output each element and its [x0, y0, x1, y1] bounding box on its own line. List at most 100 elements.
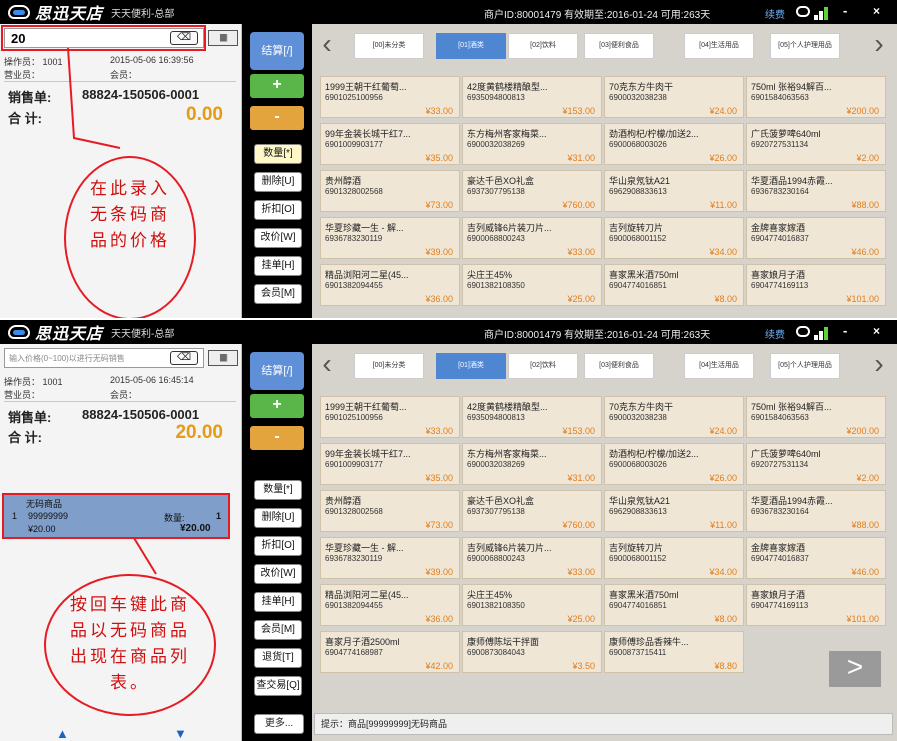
arrow-up-icon[interactable]: ▲ [56, 726, 69, 741]
delete-button[interactable]: 删除[U] [254, 508, 302, 528]
product-tile[interactable]: 750ml 张裕94解百... 6901584063563 ¥200.00 [746, 76, 886, 118]
product-tile[interactable]: 42度黄鹤楼精酿型... 6935094800813 ¥153.00 [462, 396, 602, 438]
order-panel: 20 ⌫ ||||||| 操作员： 1001 2015-05-06 16:39:… [0, 24, 242, 318]
product-tile[interactable]: 750ml 张裕94解百... 6901584063563 ¥200.00 [746, 396, 886, 438]
category-tab[interactable]: [04]生活用品 [684, 33, 754, 59]
product-tile[interactable]: 42度黄鹤楼精酿型... 6935094800813 ¥153.00 [462, 76, 602, 118]
product-tile[interactable]: 劲酒枸杞/柠檬/加送2... 6900068003026 ¥26.00 [604, 123, 744, 165]
product-price: ¥46.00 [851, 247, 879, 257]
settle-button[interactable]: 结算[/] [250, 352, 304, 390]
product-tile[interactable]: 尖庄王45% 6901382108350 ¥25.00 [462, 584, 602, 626]
cart-item-qty: 1 [216, 511, 222, 521]
discount-button[interactable]: 折扣[O] [254, 536, 302, 556]
product-tile[interactable]: 东方梅州客家梅菜... 6900032038269 ¥31.00 [462, 443, 602, 485]
product-tile[interactable]: 劲酒枸杞/柠檬/加送2... 6900068003026 ¥26.00 [604, 443, 744, 485]
product-tile[interactable]: 贵州醇酒 6901328002568 ¥73.00 [320, 490, 460, 532]
category-tab[interactable]: [02]饮料 [508, 353, 578, 379]
price-input[interactable]: 20 ⌫ [4, 28, 204, 48]
delete-button[interactable]: 删除[U] [254, 172, 302, 192]
product-tile[interactable]: 华夏珍藏一生 - 解... 6936783230119 ¥39.00 [320, 537, 460, 579]
product-tile[interactable]: 豪达千邑XO礼盒 6937307795138 ¥760.00 [462, 170, 602, 212]
product-tile[interactable]: 广氏菠萝啤640ml 6920727531134 ¥2.00 [746, 123, 886, 165]
change-price-button[interactable]: 改价[W] [254, 228, 302, 248]
chevron-right-icon[interactable]: › [874, 348, 884, 379]
category-tab[interactable]: [05]个人护理用品 [770, 33, 840, 59]
product-tile[interactable]: 贵州醇酒 6901328002568 ¥73.00 [320, 170, 460, 212]
product-tile[interactable]: 金牌喜家嫁酒 6904774016837 ¥46.00 [746, 217, 886, 259]
product-tile[interactable]: 喜家月子酒2500ml 6904774168987 ¥42.00 [320, 631, 460, 673]
product-tile[interactable]: 康师傅陈坛干拌面 6900873084043 ¥3.50 [462, 631, 602, 673]
product-tile[interactable]: 精品浏阳河二星(45... 6901382094455 ¥36.00 [320, 264, 460, 306]
member-button[interactable]: 会员[M] [254, 620, 302, 640]
minus-button[interactable]: - [250, 426, 304, 450]
product-tile[interactable]: 华夏酒品1994赤霞... 6936783230164 ¥88.00 [746, 170, 886, 212]
chevron-left-icon[interactable]: ‹ [322, 348, 332, 379]
quantity-button[interactable]: 数量[*] [254, 480, 302, 500]
product-tile[interactable]: 精品浏阳河二星(45... 6901382094455 ¥36.00 [320, 584, 460, 626]
product-tile[interactable]: 1999王朝干红葡萄... 6901025100956 ¥33.00 [320, 76, 460, 118]
product-tile[interactable]: 吉列威锋6片装刀片... 6900068800243 ¥33.00 [462, 217, 602, 259]
product-tile[interactable]: 喜家娘月子酒 6904774169113 ¥101.00 [746, 264, 886, 306]
product-tile[interactable]: 华山泉氖钛A21 6962908833613 ¥11.00 [604, 490, 744, 532]
product-tile[interactable]: 吉列旋转刀片 6900068001152 ¥34.00 [604, 537, 744, 579]
minimize-button[interactable]: - [843, 323, 848, 338]
product-tile[interactable]: 70克东方牛肉干 6900032038238 ¥24.00 [604, 396, 744, 438]
hold-order-button[interactable]: 挂单[H] [254, 592, 302, 612]
renew-link[interactable]: 续费 [765, 10, 785, 21]
product-price: ¥153.00 [562, 426, 595, 436]
quantity-button[interactable]: 数量[*] [254, 144, 302, 164]
product-tile[interactable]: 喜家黑米酒750ml 6904774016851 ¥8.00 [604, 584, 744, 626]
category-tab-active[interactable]: [01]酒类 [436, 353, 506, 379]
query-transaction-button[interactable]: 查交易[Q] [254, 676, 302, 696]
plus-button[interactable]: + [250, 74, 304, 98]
plus-button[interactable]: + [250, 394, 304, 418]
clear-icon[interactable]: ⌫ [170, 31, 198, 45]
more-button[interactable]: 更多... [254, 714, 304, 734]
category-tab[interactable]: [04]生活用品 [684, 353, 754, 379]
category-tab[interactable]: [05]个人护理用品 [770, 353, 840, 379]
product-tile[interactable]: 70克东方牛肉干 6900032038238 ¥24.00 [604, 76, 744, 118]
minus-button[interactable]: - [250, 106, 304, 130]
product-tile[interactable]: 金牌喜家嫁酒 6904774016837 ¥46.00 [746, 537, 886, 579]
arrow-down-icon[interactable]: ▼ [174, 726, 187, 741]
change-price-button[interactable]: 改价[W] [254, 564, 302, 584]
settle-button[interactable]: 结算[/] [250, 32, 304, 70]
product-tile[interactable]: 1999王朝干红葡萄... 6901025100956 ¥33.00 [320, 396, 460, 438]
close-button[interactable]: × [873, 4, 881, 18]
product-tile[interactable]: 康师傅珍品香辣牛... 6900873715411 ¥8.80 [604, 631, 744, 673]
close-button[interactable]: × [873, 324, 881, 338]
product-tile[interactable]: 吉列旋转刀片 6900068001152 ¥34.00 [604, 217, 744, 259]
product-tile[interactable]: 华夏酒品1994赤霞... 6936783230164 ¥88.00 [746, 490, 886, 532]
cart-item[interactable]: 无码商品 1 99999999 数量: 1 ¥20.00 ¥20.00 [4, 495, 228, 537]
category-tab[interactable]: [03]便利食品 [584, 33, 654, 59]
return-button[interactable]: 退货[T] [254, 648, 302, 668]
chevron-right-icon[interactable]: › [874, 28, 884, 59]
category-tab[interactable]: [00]未分类 [354, 33, 424, 59]
renew-link[interactable]: 续费 [765, 330, 785, 341]
keyboard-icon[interactable]: ||||||| [208, 30, 238, 46]
keyboard-icon[interactable]: ||||||| [208, 350, 238, 366]
product-tile[interactable]: 吉列威锋6片装刀片... 6900068800243 ¥33.00 [462, 537, 602, 579]
price-input[interactable]: 输入价格(0~100)以进行无码销售 ⌫ [4, 348, 204, 368]
category-tab[interactable]: [00]未分类 [354, 353, 424, 379]
product-tile[interactable]: 99年金装长城干红7... 6901009903177 ¥35.00 [320, 443, 460, 485]
product-tile[interactable]: 喜家娘月子酒 6904774169113 ¥101.00 [746, 584, 886, 626]
category-tab[interactable]: [03]便利食品 [584, 353, 654, 379]
product-tile[interactable]: 广氏菠萝啤640ml 6920727531134 ¥2.00 [746, 443, 886, 485]
minimize-button[interactable]: - [843, 3, 848, 18]
category-tab-active[interactable]: [01]酒类 [436, 33, 506, 59]
category-tab[interactable]: [02]饮料 [508, 33, 578, 59]
clear-icon[interactable]: ⌫ [170, 351, 198, 365]
product-tile[interactable]: 华山泉氖钛A21 6962908833613 ¥11.00 [604, 170, 744, 212]
discount-button[interactable]: 折扣[O] [254, 200, 302, 220]
product-tile[interactable]: 喜家黑米酒750ml 6904774016851 ¥8.00 [604, 264, 744, 306]
product-tile[interactable]: 豪达千邑XO礼盒 6937307795138 ¥760.00 [462, 490, 602, 532]
product-tile[interactable]: 东方梅州客家梅菜... 6900032038269 ¥31.00 [462, 123, 602, 165]
member-button[interactable]: 会员[M] [254, 284, 302, 304]
product-tile[interactable]: 华夏珍藏一生 - 解... 6936783230119 ¥39.00 [320, 217, 460, 259]
product-tile[interactable]: 99年金装长城干红7... 6901009903177 ¥35.00 [320, 123, 460, 165]
hold-order-button[interactable]: 挂单[H] [254, 256, 302, 276]
chevron-left-icon[interactable]: ‹ [322, 28, 332, 59]
next-page-button[interactable]: > [829, 651, 881, 687]
product-tile[interactable]: 尖庄王45% 6901382108350 ¥25.00 [462, 264, 602, 306]
